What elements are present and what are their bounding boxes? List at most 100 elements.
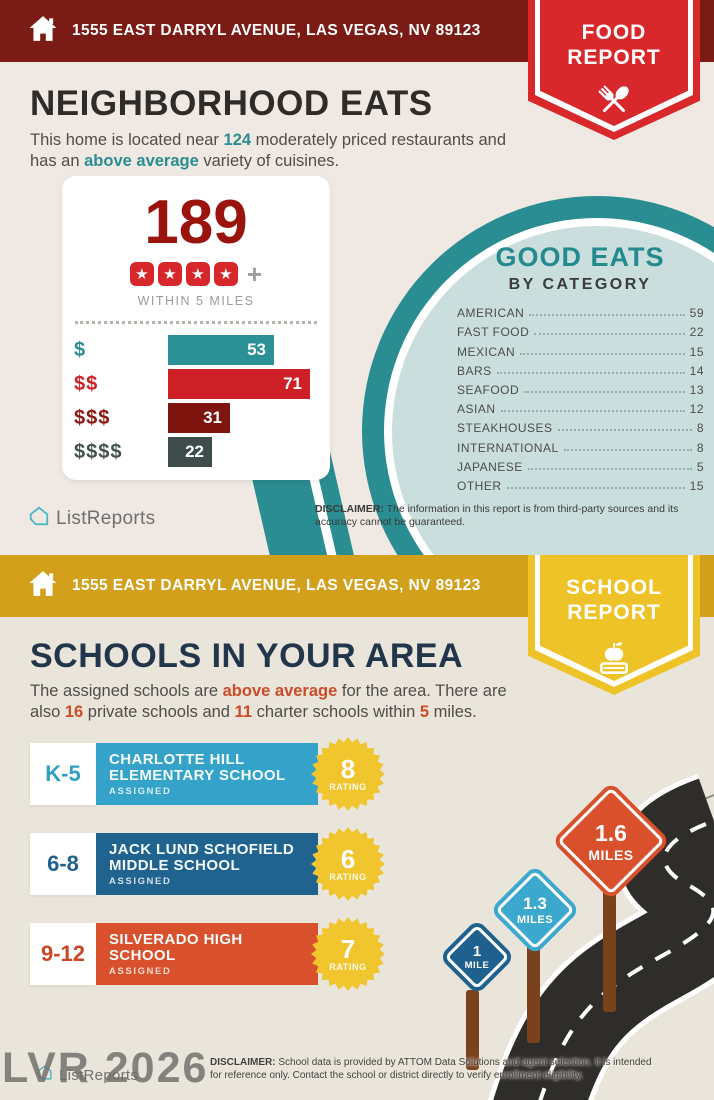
bar-row: $ 53 xyxy=(74,335,318,365)
school-disclaimer: DISCLAIMER: School data is provided by A… xyxy=(210,1057,652,1081)
list-item: INTERNATIONAL 8 xyxy=(457,440,704,455)
listreports-logo-text: ListReports xyxy=(59,1066,139,1084)
radius-label: WITHIN 5 MILES xyxy=(137,294,255,308)
school-report-badge-label: SCHOOL REPORT xyxy=(566,576,662,624)
apple-on-book-icon xyxy=(528,633,700,679)
food-report-section: 1555 EAST DARRYL AVENUE, LAS VEGAS, NV 8… xyxy=(0,0,714,555)
listreports-logo: ListReports xyxy=(36,1064,138,1086)
assigned-label: ASSIGNED xyxy=(109,875,172,887)
school-report-badge: SCHOOL REPORT xyxy=(528,555,700,695)
grade-range-box: 6-8 xyxy=(30,833,96,895)
school-title: SCHOOLS IN YOUR AREA xyxy=(30,637,464,675)
bar-row: $$$ 31 xyxy=(74,403,318,433)
rating-badge: 8 RATING xyxy=(310,736,386,812)
food-disclaimer: DISCLAIMER: The information in this repo… xyxy=(315,503,679,528)
listreports-logo-text: ListReports xyxy=(56,507,156,529)
restaurant-total-count: 189 xyxy=(144,188,248,257)
list-item: OTHER 15 xyxy=(457,478,704,493)
bar-row: $$$$ 22 xyxy=(74,437,318,467)
list-item: AMERICAN 59 xyxy=(457,306,704,321)
restaurant-count-highlight: 124 xyxy=(223,131,252,149)
bar-value: 22 xyxy=(185,442,204,461)
rating-value: 7 xyxy=(340,934,356,964)
listreports-house-icon xyxy=(28,505,50,532)
private-school-count: 16 xyxy=(64,703,84,721)
star-icon: ★ xyxy=(157,262,182,286)
price-tier-label: $$$$ xyxy=(74,440,123,463)
school-row-middle: 6-8 JACK LUND SCHOFIELD MIDDLE SCHOOL AS… xyxy=(30,827,400,901)
distance-sign-1-6-miles: 1.6 MILES xyxy=(551,781,671,901)
school-name-bar: SILVERADO HIGH SCHOOL ASSIGNED xyxy=(96,923,318,985)
listreports-logo: ListReports xyxy=(28,505,155,532)
food-report-badge-label: FOOD REPORT xyxy=(567,21,661,69)
rating-value: 6 xyxy=(340,844,356,874)
listreports-house-icon xyxy=(36,1064,53,1086)
rating-value: 8 xyxy=(340,754,356,784)
grade-range-box: K-5 xyxy=(30,743,96,805)
bar-value: 31 xyxy=(203,408,222,427)
assigned-label: ASSIGNED xyxy=(109,785,172,797)
bar-row: $$ 71 xyxy=(74,369,318,399)
list-item: BARS 14 xyxy=(457,363,704,378)
distance-sign-1-3-miles: 1.3 MILES xyxy=(489,864,581,956)
price-tier-bar-chart: $ 53 $$ 71 $$$ 31 $$$$ 22 xyxy=(62,335,330,467)
home-icon xyxy=(28,570,58,602)
list-item: STEAKHOUSES 8 xyxy=(457,421,704,436)
above-average-highlight: above average xyxy=(84,152,199,170)
charter-school-count: 11 xyxy=(234,703,253,721)
home-icon xyxy=(28,15,58,47)
bar: 22 xyxy=(168,437,212,467)
miles-count: 5 xyxy=(419,703,430,721)
school-intro: The assigned schools are above average f… xyxy=(30,682,507,721)
list-item: FAST FOOD 22 xyxy=(457,325,704,340)
list-item: JAPANESE 5 xyxy=(457,459,704,474)
good-eats-heading: GOOD EATS BY CATEGORY xyxy=(430,242,714,294)
bar: 71 xyxy=(168,369,310,399)
star-icon: ★ xyxy=(185,262,210,286)
sign-post xyxy=(527,945,540,1043)
sign-post xyxy=(603,890,616,1012)
school-row-elementary: K-5 CHARLOTTE HILL ELEMENTARY SCHOOL ASS… xyxy=(30,737,400,811)
star-icon: ★ xyxy=(213,262,238,286)
sign-post xyxy=(466,990,479,1070)
food-title: NEIGHBORHOOD EATS xyxy=(30,84,433,123)
list-item: MEXICAN 15 xyxy=(457,344,704,359)
bar: 31 xyxy=(168,403,230,433)
lvr-watermark: LVR 2026 xyxy=(2,1044,209,1092)
rating-label: RATING xyxy=(329,782,367,792)
food-report-badge: FOOD REPORT xyxy=(528,0,700,140)
above-average-highlight: above average xyxy=(222,682,338,700)
good-eats-subtitle: BY CATEGORY xyxy=(508,276,652,293)
food-intro: This home is located near 124 moderately… xyxy=(30,131,507,170)
utensils-icon xyxy=(528,78,700,124)
star-icon: ★ xyxy=(129,262,154,286)
dotted-divider xyxy=(75,321,317,324)
rating-label: RATING xyxy=(329,962,367,972)
school-name: JACK LUND SCHOFIELD MIDDLE SCHOOL xyxy=(109,840,295,874)
school-name: CHARLOTTE HILL ELEMENTARY SCHOOL xyxy=(109,750,286,784)
property-address: 1555 EAST DARRYL AVENUE, LAS VEGAS, NV 8… xyxy=(72,577,481,594)
school-report-section: 1 MILE 1.3 MILES 1.6 MILES 1555 EA xyxy=(0,555,714,1100)
price-tier-label: $ xyxy=(74,338,87,361)
star-rating: ★ ★ ★ ★ + xyxy=(62,259,330,289)
rating-label: RATING xyxy=(329,872,367,882)
price-tier-label: $$ xyxy=(74,372,99,395)
property-address: 1555 EAST DARRYL AVENUE, LAS VEGAS, NV 8… xyxy=(72,22,481,39)
restaurant-stats-card: 189 ★ ★ ★ ★ + WITHIN 5 MILES $ 53 $$ 71 xyxy=(62,176,330,480)
school-name-bar: CHARLOTTE HILL ELEMENTARY SCHOOL ASSIGNE… xyxy=(96,743,318,805)
rating-badge: 6 RATING xyxy=(310,826,386,902)
school-name-bar: JACK LUND SCHOFIELD MIDDLE SCHOOL ASSIGN… xyxy=(96,833,318,895)
good-eats-title: GOOD EATS xyxy=(495,242,665,272)
list-item: ASIAN 12 xyxy=(457,402,704,417)
list-item: SEAFOOD 13 xyxy=(457,382,704,397)
plus-sign: + xyxy=(246,259,263,289)
bar-value: 71 xyxy=(283,374,302,393)
school-name: SILVERADO HIGH SCHOOL xyxy=(109,930,243,964)
bar: 53 xyxy=(168,335,274,365)
rating-badge: 7 RATING xyxy=(310,916,386,992)
bar-value: 53 xyxy=(247,340,266,359)
price-tier-label: $$$ xyxy=(74,406,111,429)
grade-range-box: 9-12 xyxy=(30,923,96,985)
assigned-label: ASSIGNED xyxy=(109,965,172,977)
